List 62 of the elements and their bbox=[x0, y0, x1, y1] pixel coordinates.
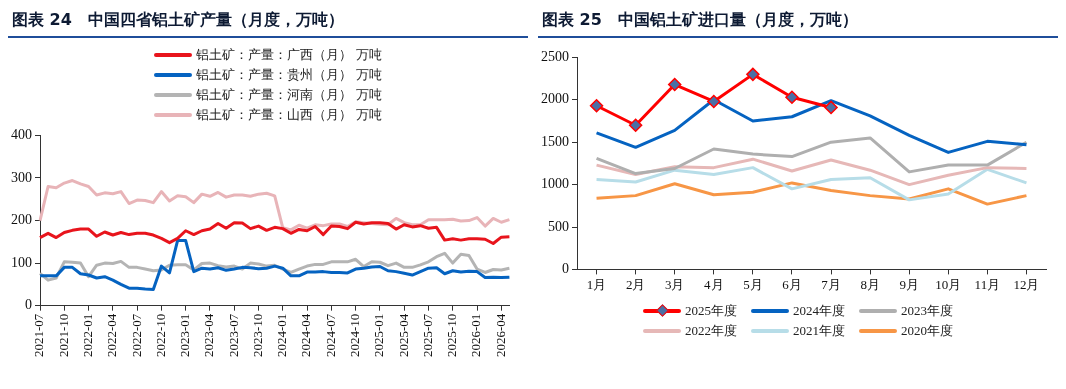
x-tick-label: 2024-01 bbox=[274, 313, 290, 358]
legend-label: 2021年度 bbox=[793, 322, 845, 340]
x-tick-label: 5月 bbox=[743, 276, 763, 292]
x-tick-label: 2025-01 bbox=[371, 313, 387, 358]
point bbox=[707, 94, 721, 109]
chart-title: 图表 24 中国四省铝土矿产量（月度，万吨） bbox=[8, 8, 528, 38]
x-tick-label: 2022-10 bbox=[152, 313, 168, 358]
x-tick-label: 2026-01 bbox=[468, 313, 484, 358]
point bbox=[785, 90, 799, 105]
y-tick-label: 100 bbox=[11, 254, 32, 270]
legend-label: 铝土矿：产量：贵州（月） 万吨 bbox=[196, 66, 382, 84]
x-tick-label: 2026-04 bbox=[492, 313, 508, 358]
x-tick-label: 2024-10 bbox=[347, 313, 363, 358]
point bbox=[824, 100, 838, 115]
x-tick-label: 12月 bbox=[1013, 276, 1040, 292]
x-tick-label: 2023-04 bbox=[201, 313, 217, 358]
x-tick-label: 3月 bbox=[664, 276, 685, 292]
y-tick-label: 1000 bbox=[541, 176, 569, 192]
x-tick-label: 1月 bbox=[586, 276, 607, 292]
x-tick-label: 6月 bbox=[782, 276, 802, 292]
x-tick-label: 2025-07 bbox=[419, 313, 435, 358]
y-tick-label: 400 bbox=[11, 127, 32, 143]
point bbox=[628, 118, 643, 132]
x-tick-label: 2025-04 bbox=[395, 313, 411, 358]
legend-label: 2025年度 bbox=[685, 302, 737, 320]
x-tick-label: 4月 bbox=[704, 276, 724, 292]
legend-label: 2023年度 bbox=[901, 302, 953, 320]
x-tick-label: 2021-07 bbox=[31, 313, 47, 358]
y-tick-label: 0 bbox=[25, 297, 32, 313]
y-tick-label: 1500 bbox=[541, 133, 569, 149]
x-tick-label: 2022-01 bbox=[79, 313, 95, 358]
x-tick-label: 2023-01 bbox=[177, 313, 193, 358]
x-tick-label: 2022-04 bbox=[104, 313, 120, 358]
legend-label: 2024年度 bbox=[793, 302, 845, 320]
y-tick-label: 300 bbox=[11, 169, 32, 185]
x-tick-label: 2023-07 bbox=[225, 313, 241, 358]
x-tick-label: 8月 bbox=[860, 276, 880, 292]
legend-label: 2020年度 bbox=[901, 322, 953, 340]
x-tick-label: 2023-10 bbox=[249, 313, 265, 358]
x-tick-label: 2021-10 bbox=[55, 313, 71, 358]
y-tick-label: 500 bbox=[548, 218, 569, 234]
x-tick-label: 2024-04 bbox=[298, 313, 314, 358]
x-tick-label: 2024-07 bbox=[322, 313, 338, 358]
legend-label: 铝土矿：产量：河南（月） 万吨 bbox=[196, 86, 382, 104]
point bbox=[746, 67, 760, 82]
point bbox=[589, 98, 604, 113]
x-tick-label: 7月 bbox=[821, 276, 841, 292]
point bbox=[667, 77, 682, 92]
chart-title: 图表 25 中国铝土矿进口量（月度，万吨） bbox=[538, 8, 1058, 38]
x-tick-label: 2022-07 bbox=[128, 313, 144, 358]
y-tick-label: 200 bbox=[11, 212, 32, 228]
x-tick-label: 10月 bbox=[935, 276, 962, 292]
x-tick-label: 11月 bbox=[974, 276, 1001, 292]
legend-label: 2022年度 bbox=[685, 322, 737, 340]
x-tick-label: 2025-10 bbox=[444, 313, 460, 358]
x-tick-label: 9月 bbox=[899, 276, 919, 292]
y-tick-label: 0 bbox=[562, 261, 569, 277]
x-tick-label: 2月 bbox=[625, 276, 646, 292]
legend-label: 铝土矿：产量：广西（月） 万吨 bbox=[196, 46, 382, 64]
y-tick-label: 2500 bbox=[541, 49, 569, 65]
y-tick-label: 2000 bbox=[541, 91, 569, 107]
legend-label: 铝土矿：产量：山西（月） 万吨 bbox=[196, 106, 382, 124]
